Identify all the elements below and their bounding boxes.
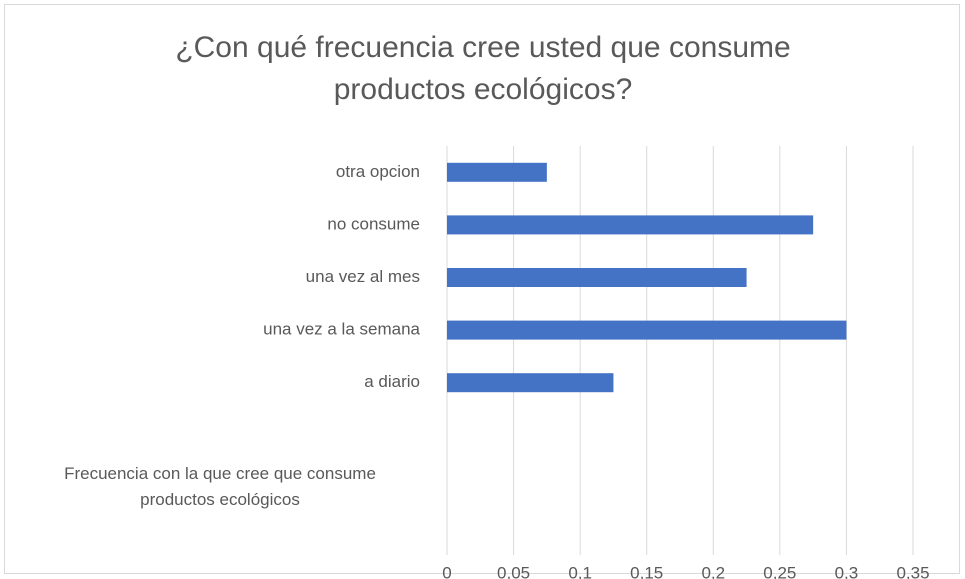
x-tick-label: 0,05 xyxy=(497,563,530,579)
bar xyxy=(447,215,814,235)
x-tick-label: 0 xyxy=(442,563,451,579)
chart-title: ¿Con qué frecuencia cree usted que consu… xyxy=(175,31,790,106)
bar xyxy=(447,162,547,182)
x-tick-label: 0,1 xyxy=(568,563,592,579)
y-tick-label: no consume xyxy=(327,214,420,233)
bar xyxy=(447,320,847,340)
chart-border xyxy=(4,4,960,574)
x-tick-label: 0,35 xyxy=(896,563,929,579)
bar xyxy=(447,373,614,393)
y-tick-label: una vez a la semana xyxy=(263,320,420,339)
y-tick-label: a diario xyxy=(364,372,420,391)
x-tick-label: 0,3 xyxy=(835,563,859,579)
bar xyxy=(447,268,747,287)
x-tick-label: 0,2 xyxy=(701,563,725,579)
x-tick-label: 0,25 xyxy=(763,563,796,579)
y-tick-label: Frecuencia con la que cree que consume pr… xyxy=(64,464,376,509)
x-tick-label: 0,15 xyxy=(630,563,663,579)
y-tick-label: otra opcion xyxy=(336,162,420,181)
y-tick-label: una vez al mes xyxy=(306,267,420,286)
